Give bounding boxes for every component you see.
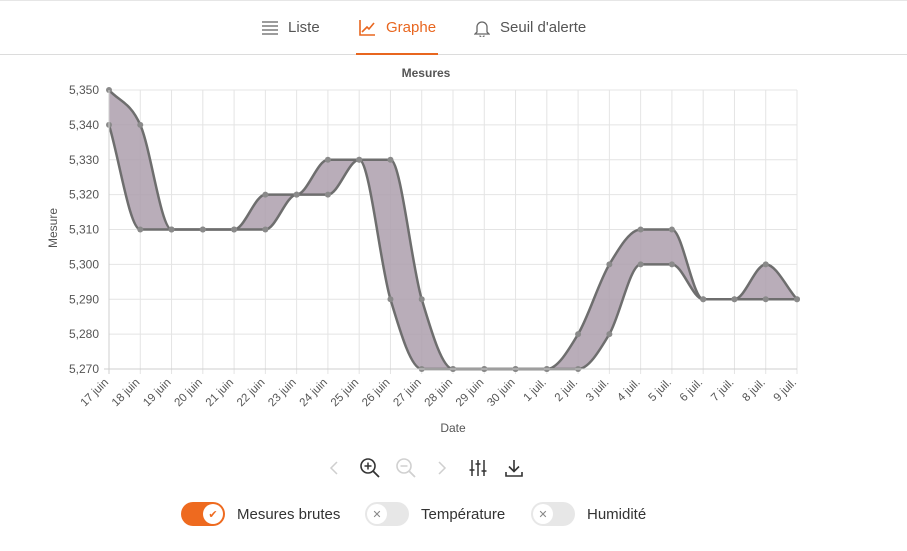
series-toggles: ✔ Mesures brutes ✕ Température ✕ Humidit… bbox=[0, 500, 907, 534]
top-border bbox=[0, 0, 907, 1]
data-point bbox=[137, 226, 144, 233]
tab-label: Seuil d'alerte bbox=[500, 19, 587, 36]
switch-off[interactable]: ✕ bbox=[531, 502, 575, 526]
toggle-temperature[interactable]: ✕ Température bbox=[365, 502, 505, 526]
y-tick-label: 5,330 bbox=[69, 153, 99, 167]
x-icon: ✕ bbox=[533, 504, 553, 524]
data-point bbox=[637, 226, 644, 233]
x-tick-label: 25 juin bbox=[329, 377, 361, 409]
x-tick-label: 7 juil. bbox=[709, 377, 736, 404]
toggle-label: Mesures brutes bbox=[237, 505, 341, 523]
x-icon: ✕ bbox=[367, 504, 387, 524]
data-point bbox=[168, 226, 175, 233]
tab-label: Graphe bbox=[386, 19, 437, 36]
data-point bbox=[762, 296, 769, 303]
toggle-label: Température bbox=[421, 505, 506, 523]
y-tick-label: 5,300 bbox=[69, 257, 99, 271]
data-point bbox=[418, 296, 425, 303]
data-point bbox=[762, 261, 769, 268]
tab-label: Liste bbox=[288, 19, 320, 36]
toggle-label: Humidité bbox=[587, 505, 647, 523]
tab-graphe[interactable]: Graphe bbox=[356, 1, 439, 55]
x-tick-label: 30 juin bbox=[485, 377, 517, 409]
x-tick-label: 27 juin bbox=[391, 377, 423, 409]
data-point bbox=[324, 191, 331, 198]
check-icon: ✔ bbox=[203, 504, 223, 524]
data-point bbox=[324, 156, 331, 163]
data-point bbox=[606, 331, 613, 338]
x-tick-label: 17 juin bbox=[79, 377, 111, 409]
data-point bbox=[668, 261, 675, 268]
y-tick-label: 5,350 bbox=[69, 83, 99, 97]
data-point bbox=[387, 296, 394, 303]
view-tabs: Liste Graphe Seuil d'alerte bbox=[0, 1, 907, 55]
chart-toolbar bbox=[0, 454, 907, 484]
list-icon bbox=[262, 20, 278, 35]
data-point bbox=[262, 191, 269, 198]
next-icon[interactable] bbox=[428, 454, 456, 482]
x-tick-label: 26 juin bbox=[360, 377, 392, 409]
download-icon[interactable] bbox=[500, 454, 528, 482]
tab-liste[interactable]: Liste bbox=[262, 1, 320, 54]
x-tick-label: 19 juin bbox=[141, 377, 173, 409]
x-tick-label: 29 juin bbox=[454, 377, 486, 409]
y-tick-label: 5,310 bbox=[69, 223, 99, 237]
x-tick-label: 5 juil. bbox=[647, 377, 674, 404]
data-point bbox=[356, 156, 363, 163]
x-tick-label: 28 juin bbox=[423, 377, 455, 409]
data-point bbox=[794, 296, 800, 303]
data-point bbox=[731, 296, 738, 303]
y-tick-label: 5,340 bbox=[69, 118, 99, 132]
line-chart-icon bbox=[358, 19, 376, 37]
toggle-mesures-brutes[interactable]: ✔ Mesures brutes bbox=[181, 502, 340, 526]
y-tick-label: 5,270 bbox=[69, 362, 99, 376]
data-point bbox=[700, 296, 707, 303]
x-tick-label: 21 juin bbox=[204, 377, 236, 409]
x-tick-label: 4 juil. bbox=[615, 377, 642, 404]
x-axis-title: Date bbox=[440, 421, 466, 435]
x-tick-label: 23 juin bbox=[266, 377, 298, 409]
x-tick-label: 1 juil. bbox=[521, 377, 548, 404]
x-tick-label: 18 juin bbox=[110, 377, 142, 409]
data-point bbox=[387, 156, 394, 163]
x-tick-label: 24 juin bbox=[298, 377, 330, 409]
active-tab-indicator bbox=[356, 53, 439, 55]
tab-seuil-alerte[interactable]: Seuil d'alerte bbox=[474, 1, 586, 54]
toggle-humidite[interactable]: ✕ Humidité bbox=[531, 502, 646, 526]
chart-title: Mesures bbox=[402, 66, 451, 80]
data-point bbox=[262, 226, 269, 233]
data-point bbox=[293, 191, 300, 198]
data-point bbox=[668, 226, 675, 233]
y-axis-title: Mesure bbox=[46, 208, 60, 248]
data-point bbox=[199, 226, 206, 233]
switch-on[interactable]: ✔ bbox=[181, 502, 225, 526]
x-tick-label: 9 juil. bbox=[772, 377, 799, 404]
y-tick-label: 5,290 bbox=[69, 292, 99, 306]
series-line-2 bbox=[107, 124, 798, 371]
y-tick-label: 5,280 bbox=[69, 327, 99, 341]
measures-chart: 5,270 5,280 5,290 5,300 5,310 5,320 5,330 5,340… bbox=[46, 66, 800, 435]
previous-icon[interactable] bbox=[320, 454, 348, 482]
x-tick-label: 3 juil. bbox=[584, 377, 611, 404]
x-tick-label: 8 juil. bbox=[740, 377, 767, 404]
y-tick-label: 5,320 bbox=[69, 188, 99, 202]
data-point bbox=[137, 121, 144, 128]
bell-icon bbox=[474, 19, 490, 37]
x-tick-label: 6 juil. bbox=[678, 377, 705, 404]
x-tick-label: 22 juin bbox=[235, 377, 267, 409]
switch-off[interactable]: ✕ bbox=[365, 502, 409, 526]
data-point bbox=[637, 261, 644, 268]
x-tick-label: 20 juin bbox=[172, 377, 204, 409]
zoom-out-icon[interactable] bbox=[392, 454, 420, 482]
sliders-icon[interactable] bbox=[464, 454, 492, 482]
data-point bbox=[606, 261, 613, 268]
data-point bbox=[575, 331, 582, 338]
data-point bbox=[231, 226, 238, 233]
zoom-in-icon[interactable] bbox=[356, 454, 384, 482]
x-tick-label: 2 juil. bbox=[553, 377, 580, 404]
